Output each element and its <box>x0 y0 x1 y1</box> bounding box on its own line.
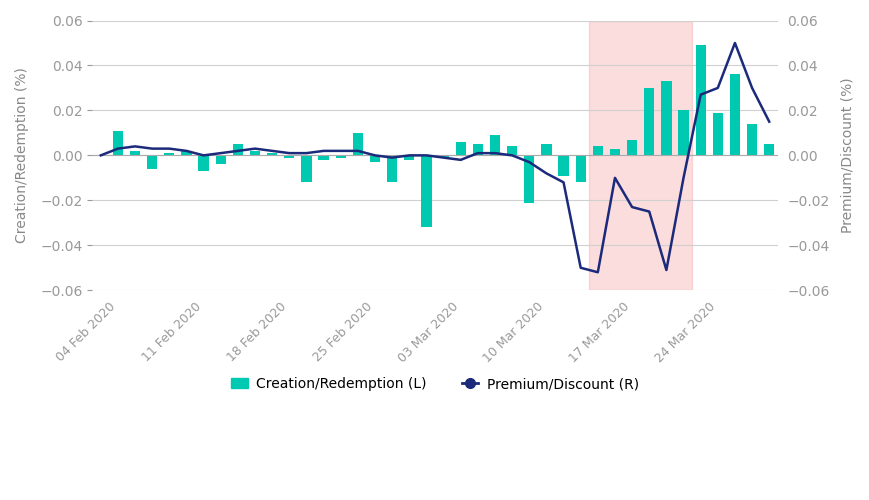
Bar <box>763 144 773 156</box>
Bar <box>181 151 191 156</box>
Bar <box>335 156 346 158</box>
Bar <box>455 142 465 156</box>
Bar <box>609 148 620 156</box>
Bar <box>729 74 740 156</box>
Bar <box>575 156 585 182</box>
Bar <box>233 144 242 156</box>
Bar <box>558 156 568 176</box>
Bar <box>113 130 123 156</box>
Bar <box>147 156 157 169</box>
Bar <box>198 156 209 171</box>
Bar <box>712 112 722 156</box>
Bar <box>588 20 692 290</box>
Bar <box>592 146 602 156</box>
Bar <box>301 156 311 182</box>
Bar <box>284 156 294 158</box>
Bar <box>627 140 636 156</box>
Bar <box>267 153 277 156</box>
Bar <box>678 110 688 156</box>
Bar <box>164 153 175 156</box>
Bar <box>507 146 517 156</box>
Bar <box>387 156 397 182</box>
Bar <box>318 156 328 160</box>
Bar <box>216 156 226 164</box>
Bar <box>746 124 756 156</box>
Bar <box>643 88 653 156</box>
Bar <box>129 151 140 156</box>
Bar <box>541 144 551 156</box>
Bar <box>249 151 260 156</box>
Bar <box>472 144 482 156</box>
Bar <box>660 81 671 156</box>
Bar <box>421 156 431 228</box>
Bar <box>489 135 500 156</box>
Bar <box>369 156 380 162</box>
Bar <box>694 45 705 156</box>
Bar <box>523 156 534 202</box>
Bar <box>352 133 362 156</box>
Y-axis label: Creation/Redemption (%): Creation/Redemption (%) <box>15 68 29 244</box>
Legend: Creation/Redemption (L), Premium/Discount (R): Creation/Redemption (L), Premium/Discoun… <box>226 372 643 396</box>
Bar <box>438 156 448 158</box>
Y-axis label: Premium/Discount (%): Premium/Discount (%) <box>840 78 854 233</box>
Bar <box>404 156 414 160</box>
